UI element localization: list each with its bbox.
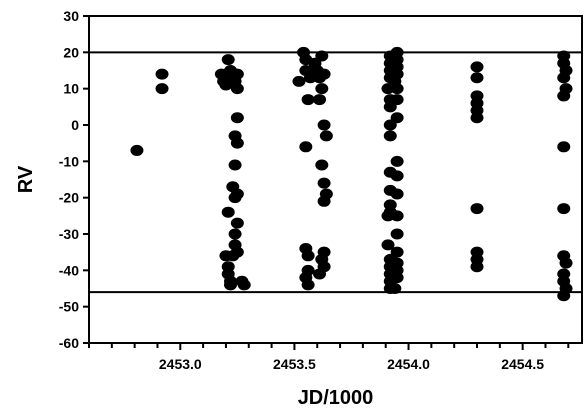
data-point: [221, 54, 235, 66]
data-point: [315, 159, 329, 171]
data-point: [470, 261, 484, 273]
data-point: [557, 72, 571, 84]
data-point: [219, 250, 233, 262]
data-point: [301, 250, 315, 262]
y-tick-label: -60: [59, 335, 79, 351]
y-axis-title: RV: [15, 165, 37, 193]
data-point: [557, 141, 571, 153]
data-point: [381, 210, 395, 222]
plot-area-frame: [88, 15, 583, 344]
data-point: [390, 155, 404, 167]
data-point: [230, 83, 244, 95]
data-point: [317, 119, 331, 131]
data-point: [237, 279, 251, 291]
x-tick-label: 2454.0: [387, 356, 430, 372]
y-tick-label: -30: [59, 226, 79, 242]
data-point: [390, 112, 404, 124]
x-tick-label: 2453.0: [159, 356, 202, 372]
data-point: [313, 268, 327, 280]
y-tick-label: -20: [59, 190, 79, 206]
data-point: [230, 137, 244, 149]
data-point: [557, 203, 571, 215]
data-point: [155, 83, 169, 95]
data-points: [130, 46, 573, 302]
data-point: [155, 68, 169, 80]
x-axis-title: JD/1000: [298, 387, 374, 409]
data-point: [390, 272, 404, 284]
reference-lines: [89, 51, 582, 294]
data-point: [228, 192, 242, 204]
data-point: [390, 83, 404, 95]
data-point: [390, 188, 404, 200]
data-point: [301, 279, 315, 291]
data-point: [301, 94, 315, 106]
data-point: [221, 206, 235, 218]
data-point: [228, 228, 242, 240]
y-tick-label: -40: [59, 262, 79, 278]
data-point: [317, 195, 331, 207]
data-point: [557, 90, 571, 102]
data-point: [557, 290, 571, 302]
data-point: [390, 94, 404, 106]
data-point: [470, 112, 484, 124]
data-point: [230, 68, 244, 80]
data-point: [470, 203, 484, 215]
data-point: [313, 94, 327, 106]
data-point: [390, 228, 404, 240]
data-point: [230, 217, 244, 229]
data-point: [315, 83, 329, 95]
data-point: [299, 141, 313, 153]
data-point: [292, 75, 306, 87]
data-point: [388, 283, 402, 294]
data-point: [315, 50, 329, 62]
y-tick-label: 0: [71, 117, 79, 133]
data-point: [130, 144, 144, 156]
data-point: [559, 257, 573, 269]
data-point: [381, 239, 395, 251]
data-point: [470, 61, 484, 73]
axis-tick-labels: 30 20 10 0 -10 -20 -30 -40 -50 -60 2453.0 2453.5 245…: [59, 8, 545, 372]
y-tick-label: 30: [63, 8, 79, 24]
x-tick-label: 2454.5: [501, 356, 544, 372]
data-point: [390, 170, 404, 182]
y-tick-label: 20: [63, 44, 79, 60]
data-point: [470, 72, 484, 84]
y-tick-label: -10: [59, 153, 79, 169]
data-point: [383, 130, 397, 142]
data-point: [224, 279, 238, 291]
data-point: [228, 159, 242, 171]
x-tick-label: 2453.5: [273, 356, 316, 372]
data-point: [390, 210, 404, 222]
data-point: [390, 246, 404, 258]
y-tick-label: -50: [59, 299, 79, 315]
data-point: [230, 112, 244, 124]
data-point: [319, 130, 333, 142]
data-point: [317, 68, 331, 80]
data-point: [317, 177, 331, 189]
y-tick-label: 10: [63, 81, 79, 97]
